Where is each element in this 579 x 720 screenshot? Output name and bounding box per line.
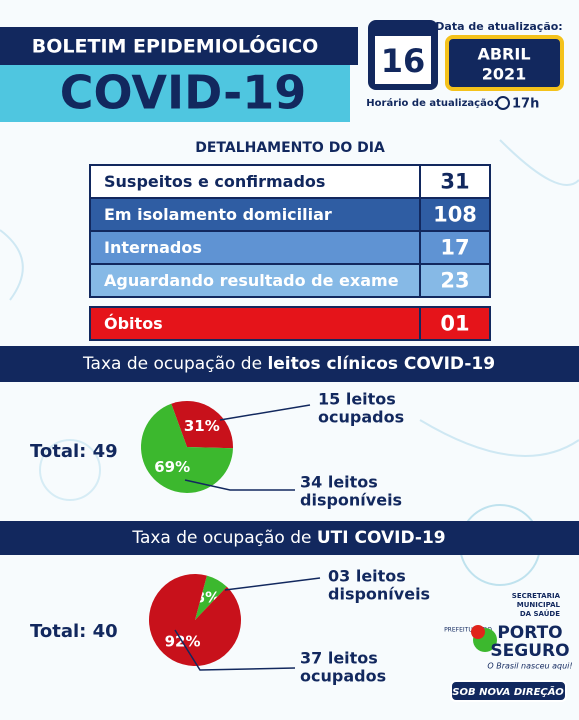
secretaria: DA SAÚDE: [520, 609, 560, 618]
row-label: Internados: [104, 238, 202, 257]
title-part: Taxa de ocupação de: [82, 354, 267, 374]
day: 16: [381, 42, 426, 80]
total: Total: 40: [30, 621, 118, 642]
time-label: Horário de atualização:: [366, 97, 497, 109]
leader-line: [219, 404, 311, 421]
table-cell: [419, 263, 491, 298]
secretaria: MUNICIPAL: [517, 601, 561, 609]
city: PORTO: [497, 623, 562, 643]
badge-text: SOB NOVA DIREÇÃO: [452, 685, 564, 698]
section-band: [0, 521, 579, 555]
row-value: 17: [440, 236, 469, 260]
month: ABRIL: [477, 45, 530, 64]
date-label: Data de atualização:: [435, 20, 562, 33]
calendar-page: [375, 36, 431, 84]
logo-icon: [471, 625, 485, 639]
row-value: 23: [440, 269, 469, 293]
table-row: [89, 263, 421, 298]
pie-slice: [140, 403, 233, 493]
row-label: Suspeitos e confirmados: [104, 172, 325, 191]
annotation: disponíveis: [300, 491, 402, 510]
title-part: leitos clínicos COVID-19: [267, 354, 495, 374]
row-value: 31: [440, 170, 469, 194]
logo: SECRETARIA MUNICIPAL DA SAÚDE PREFEITURA…: [444, 592, 573, 702]
section-band: [0, 346, 579, 382]
annotation: ocupados: [318, 408, 404, 427]
annotation: ocupados: [300, 667, 386, 686]
annotation: disponíveis: [328, 585, 430, 604]
header-title: BOLETIM EPIDEMIOLÓGICO: [32, 34, 318, 58]
annotation: 03 leitos: [328, 567, 406, 586]
table-cell: [419, 164, 491, 199]
row-value: 108: [433, 203, 477, 227]
header-title-band: [0, 27, 358, 65]
annotation: 34 leitos: [300, 473, 378, 492]
row-value: 01: [440, 312, 469, 336]
annotation: 15 leitos: [318, 390, 396, 409]
leader-line: [224, 577, 321, 591]
charts: Taxa de ocupação de leitos clínicos COVI…: [30, 354, 495, 686]
secretaria: SECRETARIA: [512, 592, 561, 600]
decor: [0, 139, 579, 586]
chart-title: Taxa de ocupação de leitos clínicos COVI…: [82, 354, 495, 374]
prefeitura: PREFEITURA DO: [444, 627, 492, 634]
badge: [450, 680, 567, 702]
value-label: 69%: [154, 458, 190, 476]
row-label: Óbitos: [104, 314, 163, 333]
clock-icon: [496, 96, 510, 110]
header-band: [0, 60, 350, 122]
pie-slice: [149, 573, 242, 666]
annotation: 37 leitos: [300, 649, 378, 668]
row-label: Aguardando resultado de exame: [104, 271, 399, 290]
pie-slice: [171, 401, 233, 449]
value-label: 31%: [184, 417, 220, 435]
year: 2021: [482, 65, 527, 84]
date-box: [445, 35, 564, 91]
title-part: UTI COVID-19: [317, 528, 446, 548]
leader-line: [174, 629, 296, 671]
header-subtitle: COVID-19: [60, 66, 307, 120]
row-label: Em isolamento domiciliar: [104, 205, 332, 224]
table-row: [89, 164, 421, 199]
slogan: O Brasil nasceu aqui!: [487, 662, 572, 671]
pie-slice: [195, 575, 227, 620]
time: 17h: [512, 97, 539, 112]
table-row: [89, 306, 421, 341]
table-title: DETALHAMENTO DO DIA: [195, 140, 385, 156]
table: Suspeitos e confirmados 31 Em isolamento d…: [89, 164, 491, 341]
city: SEGURO: [490, 641, 569, 661]
table-cell: [419, 306, 491, 341]
chart-title: Taxa de ocupação de UTI COVID-19: [131, 528, 445, 548]
title-part: Taxa de ocupação de: [131, 528, 316, 548]
leader-line: [184, 479, 295, 491]
total: Total: 49: [30, 441, 118, 462]
